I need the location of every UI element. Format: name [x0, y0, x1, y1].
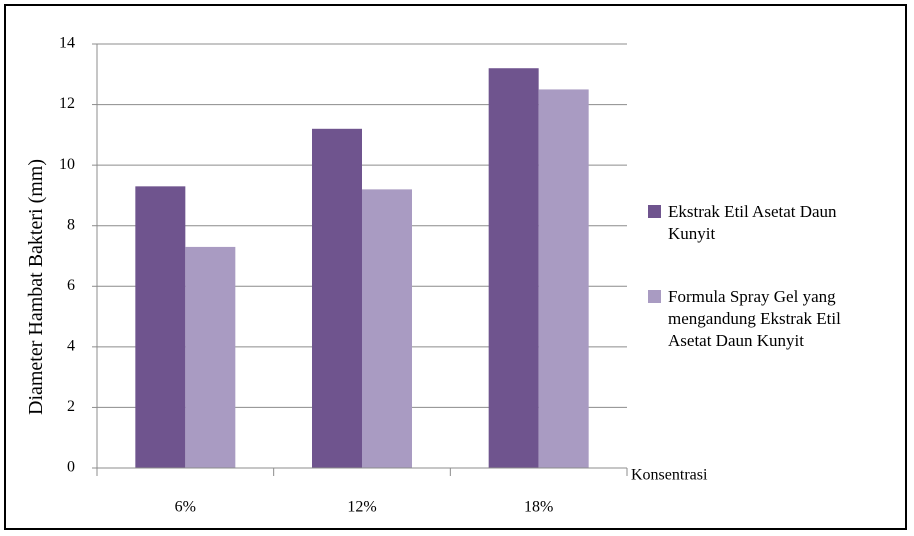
y-tick-labels: 0 2 4 6 8 10 12 14 — [59, 35, 75, 476]
x-axis-title: Konsentrasi — [631, 467, 708, 484]
y-tick-label: 0 — [67, 459, 75, 476]
y-tick-label: 6 — [67, 277, 75, 294]
y-tick-label: 4 — [67, 338, 75, 355]
y-tick-label: 10 — [59, 156, 75, 173]
x-tick-labels: 6% 12% 18% — [175, 499, 554, 516]
bars — [135, 68, 589, 469]
y-tick-label: 8 — [67, 216, 75, 233]
bar-12%-series-1 — [312, 128, 362, 469]
axes — [96, 44, 628, 476]
legend-label-1: Kunyit — [668, 224, 716, 243]
legend-swatch-2 — [648, 290, 661, 303]
x-tick-label: 12% — [347, 499, 376, 516]
x-tick-label: 6% — [175, 499, 196, 516]
y-tick-label: 14 — [59, 35, 75, 52]
y-tick-label: 12 — [59, 95, 75, 112]
legend-label-1: Ekstrak Etil Asetat Daun — [668, 202, 837, 221]
bar-6%-series-2 — [185, 246, 236, 468]
bar-6%-series-1 — [135, 186, 186, 469]
bar-18%-series-1 — [488, 68, 539, 468]
bar-18%-series-2 — [538, 89, 589, 468]
legend: Ekstrak Etil Asetat Daun Kunyit Formula Sp… — [648, 202, 841, 350]
y-axis-title: Diameter Hambat Bakteri (mm) — [25, 159, 47, 415]
x-tick-label: 18% — [524, 499, 553, 516]
legend-swatch-1 — [648, 205, 661, 218]
bar-12%-series-2 — [362, 189, 412, 468]
y-tick-label: 2 — [67, 398, 75, 415]
legend-label-2: mengandung Ekstrak Etil — [668, 309, 841, 328]
legend-label-2: Asetat Daun Kunyit — [668, 331, 804, 350]
legend-label-2: Formula Spray Gel yang — [668, 287, 836, 306]
